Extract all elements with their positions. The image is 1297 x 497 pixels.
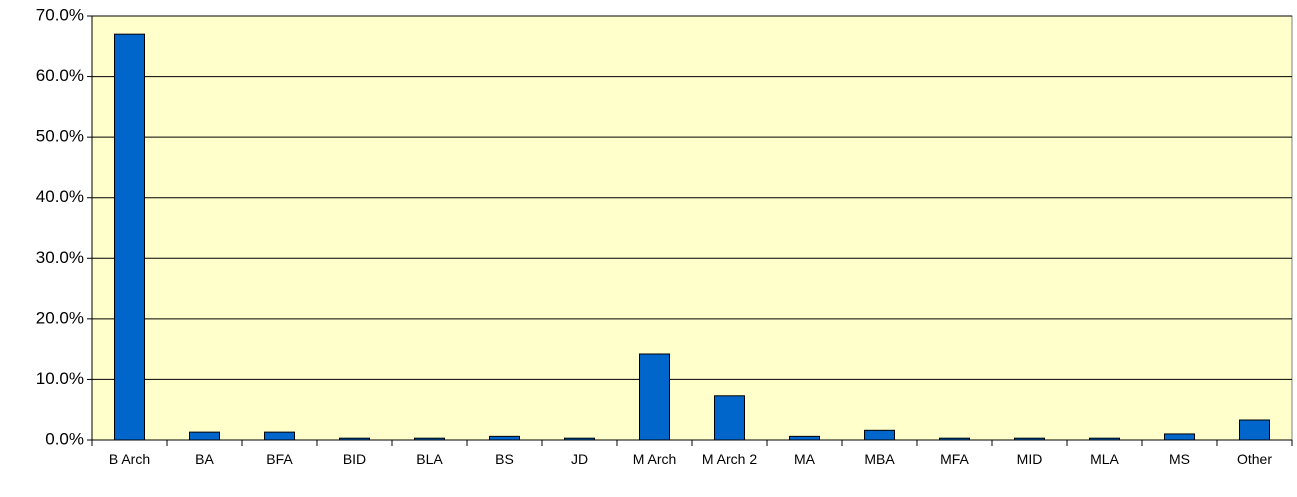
bar [264, 431, 295, 441]
x-tick-label: BA [195, 451, 214, 467]
bar [414, 437, 445, 441]
x-tick-label: BLA [416, 451, 443, 467]
plot-area [91, 15, 1293, 441]
bar [789, 435, 820, 441]
x-tick-label: MFA [940, 451, 969, 467]
x-tick-label: MS [1169, 451, 1190, 467]
x-tick-label: MID [1016, 451, 1043, 467]
bar [114, 33, 145, 441]
bar [714, 395, 745, 441]
y-tick-label: 10.0% [36, 369, 84, 388]
x-tick-label: BFA [266, 451, 293, 467]
y-tick-label: 0.0% [45, 429, 84, 448]
x-tick-label: B Arch [108, 451, 151, 467]
bar [189, 431, 220, 441]
bar [864, 429, 895, 441]
y-tick-label: 60.0% [36, 66, 84, 85]
bar [1014, 437, 1045, 441]
x-tick-label: BS [495, 451, 514, 467]
bar [564, 437, 595, 441]
bar [1164, 433, 1195, 441]
bar [339, 437, 370, 441]
y-tick-label: 40.0% [36, 187, 84, 206]
bar [639, 353, 670, 441]
y-tick-label: 50.0% [36, 127, 84, 146]
y-tick-label: 30.0% [36, 248, 84, 267]
x-tick-label: MLA [1090, 451, 1119, 467]
y-tick-label: 70.0% [36, 5, 84, 24]
x-tick-label: MA [794, 451, 815, 467]
y-tick-label: 20.0% [36, 308, 84, 327]
x-tick-label: M Arch 2 [701, 451, 758, 467]
bar [939, 437, 970, 441]
x-tick-label: M Arch [632, 451, 677, 467]
x-tick-label: Other [1236, 451, 1272, 467]
bar [1239, 419, 1270, 441]
x-tick-label: BID [342, 451, 367, 467]
x-tick-label: JD [570, 451, 589, 467]
bar [1089, 437, 1120, 441]
x-tick-label: MBA [864, 451, 895, 467]
bar [489, 435, 520, 441]
